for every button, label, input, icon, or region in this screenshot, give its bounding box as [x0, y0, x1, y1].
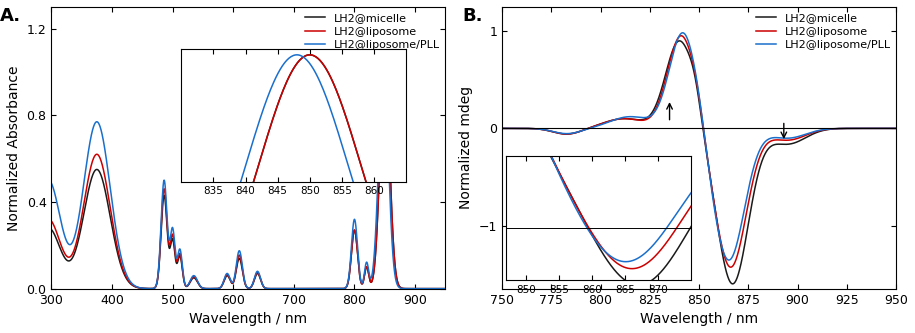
LH2@liposome [446, 287, 457, 291]
LH2@liposome/PLL [335, 287, 346, 291]
LH2@micelle [893, 126, 904, 130]
LH2@liposome/PLL [414, 287, 425, 291]
Y-axis label: Normalized mdeg: Normalized mdeg [459, 86, 473, 209]
LH2@liposome/PLL [378, 70, 389, 74]
LH2@liposome [414, 287, 425, 291]
LH2@liposome [301, 287, 312, 291]
LH2@liposome [214, 286, 225, 290]
LH2@micelle [414, 287, 425, 291]
LH2@liposome [726, 265, 737, 269]
LH2@micelle [434, 287, 445, 291]
LH2@liposome [649, 109, 660, 113]
LH2@micelle [649, 106, 660, 110]
LH2@liposome/PLL [677, 31, 688, 35]
LH2@liposome/PLL [214, 286, 225, 290]
Y-axis label: Normalized Absorbance: Normalized Absorbance [7, 65, 21, 230]
LH2@micelle [335, 287, 346, 291]
LH2@micelle [210, 287, 221, 291]
LH2@liposome/PLL [849, 127, 860, 131]
X-axis label: Wavelength / nm: Wavelength / nm [189, 312, 307, 326]
LH2@micelle [849, 127, 860, 131]
LH2@liposome/PLL [564, 132, 575, 136]
Legend: LH2@micelle, LH2@liposome, LH2@liposome/PLL: LH2@micelle, LH2@liposome, LH2@liposome/… [305, 13, 440, 51]
Line: LH2@liposome/PLL: LH2@liposome/PLL [46, 72, 451, 289]
LH2@liposome/PLL [649, 110, 660, 114]
LH2@liposome/PLL [724, 258, 735, 262]
LH2@micelle [492, 126, 503, 130]
LH2@liposome [492, 126, 503, 130]
LH2@liposome [40, 219, 51, 223]
LH2@liposome [539, 128, 550, 132]
LH2@liposome/PLL [539, 128, 550, 132]
LH2@liposome/PLL [893, 126, 904, 130]
LH2@micelle [539, 128, 550, 132]
LH2@micelle [40, 228, 51, 232]
LH2@micelle [301, 287, 312, 291]
LH2@liposome/PLL [446, 287, 457, 291]
LH2@micelle [727, 282, 738, 286]
LH2@liposome/PLL [40, 181, 51, 185]
Line: LH2@liposome/PLL: LH2@liposome/PLL [498, 33, 906, 260]
LH2@liposome [849, 127, 860, 131]
LH2@liposome [379, 70, 390, 74]
Line: LH2@liposome: LH2@liposome [46, 72, 451, 289]
LH2@liposome [335, 287, 346, 291]
LH2@micelle [214, 286, 225, 290]
LH2@liposome [232, 255, 243, 259]
LH2@micelle [564, 132, 575, 136]
LH2@liposome/PLL [900, 126, 911, 130]
LH2@micelle [674, 39, 685, 43]
LH2@liposome [675, 34, 686, 38]
LH2@liposome/PLL [667, 55, 678, 59]
Line: LH2@liposome: LH2@liposome [498, 36, 906, 267]
Line: LH2@micelle: LH2@micelle [498, 41, 906, 284]
LH2@liposome/PLL [301, 287, 312, 291]
LH2@liposome [210, 287, 221, 291]
LH2@liposome [434, 287, 445, 291]
LH2@micelle [446, 287, 457, 291]
LH2@micelle [232, 258, 243, 262]
Line: LH2@micelle: LH2@micelle [46, 72, 451, 289]
Text: A.: A. [0, 7, 21, 25]
LH2@liposome/PLL [232, 251, 243, 255]
LH2@micelle [379, 70, 390, 74]
Legend: LH2@micelle, LH2@liposome, LH2@liposome/PLL: LH2@micelle, LH2@liposome, LH2@liposome/… [756, 13, 890, 51]
X-axis label: Wavelength / nm: Wavelength / nm [640, 312, 759, 326]
LH2@liposome/PLL [210, 287, 221, 291]
LH2@liposome [893, 126, 904, 130]
LH2@liposome [900, 126, 911, 130]
LH2@micelle [900, 126, 911, 130]
LH2@liposome/PLL [492, 126, 503, 130]
Text: B.: B. [463, 7, 483, 25]
LH2@liposome [564, 132, 575, 136]
LH2@micelle [667, 50, 678, 54]
LH2@liposome/PLL [434, 287, 445, 291]
LH2@liposome [667, 51, 678, 55]
